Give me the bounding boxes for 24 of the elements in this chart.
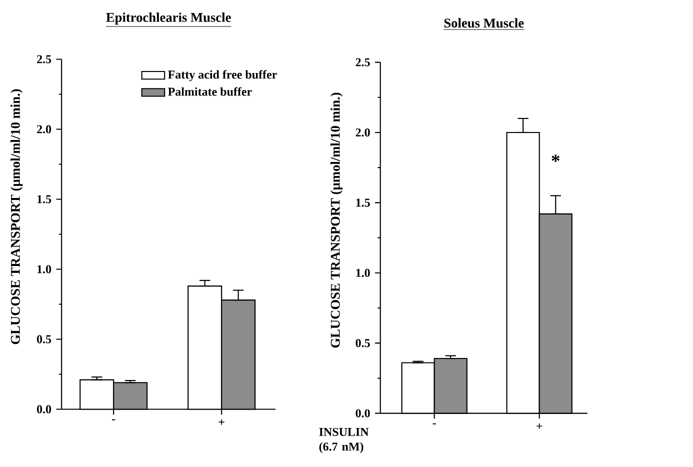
y-axis-title: GLUCOSE TRANSPORT (µmol/ml/10 min.) <box>10 89 23 344</box>
y-tick-label: 0.5 <box>356 339 370 348</box>
y-tick-label: 1.0 <box>37 265 52 274</box>
y-tick-label: 2.5 <box>356 58 370 66</box>
y-axis-title: GLUCOSE TRANSPORT (µmol/ml/10 min.) <box>330 92 343 348</box>
chart-title: Soleus Muscle <box>444 18 524 28</box>
annotation: * <box>552 154 560 162</box>
legend-label: Fatty acid free buffer <box>168 70 277 82</box>
y-tick-label: 2.0 <box>356 128 370 137</box>
x-tick-label: - <box>112 419 116 420</box>
legend-label: Palmitate buffer <box>168 87 252 96</box>
x-tick-label: + <box>536 423 542 429</box>
y-tick-label: 1.5 <box>37 195 52 204</box>
chart-title: Epitrochlearis Muscle <box>106 12 231 25</box>
y-tick-label: 0.0 <box>356 409 370 418</box>
x-tick-label: - <box>432 423 436 424</box>
y-tick-label: 1.5 <box>356 198 370 207</box>
y-tick-label: 1.0 <box>356 268 370 277</box>
y-tick-label: 0.0 <box>36 405 52 414</box>
x-tick-label: + <box>218 419 224 425</box>
x-axis-title: INSULIN (6.7 nM) <box>319 428 369 454</box>
y-tick-label: 2.5 <box>37 55 52 64</box>
y-tick-label: 0.5 <box>36 335 52 344</box>
y-tick-label: 2.0 <box>37 125 52 134</box>
